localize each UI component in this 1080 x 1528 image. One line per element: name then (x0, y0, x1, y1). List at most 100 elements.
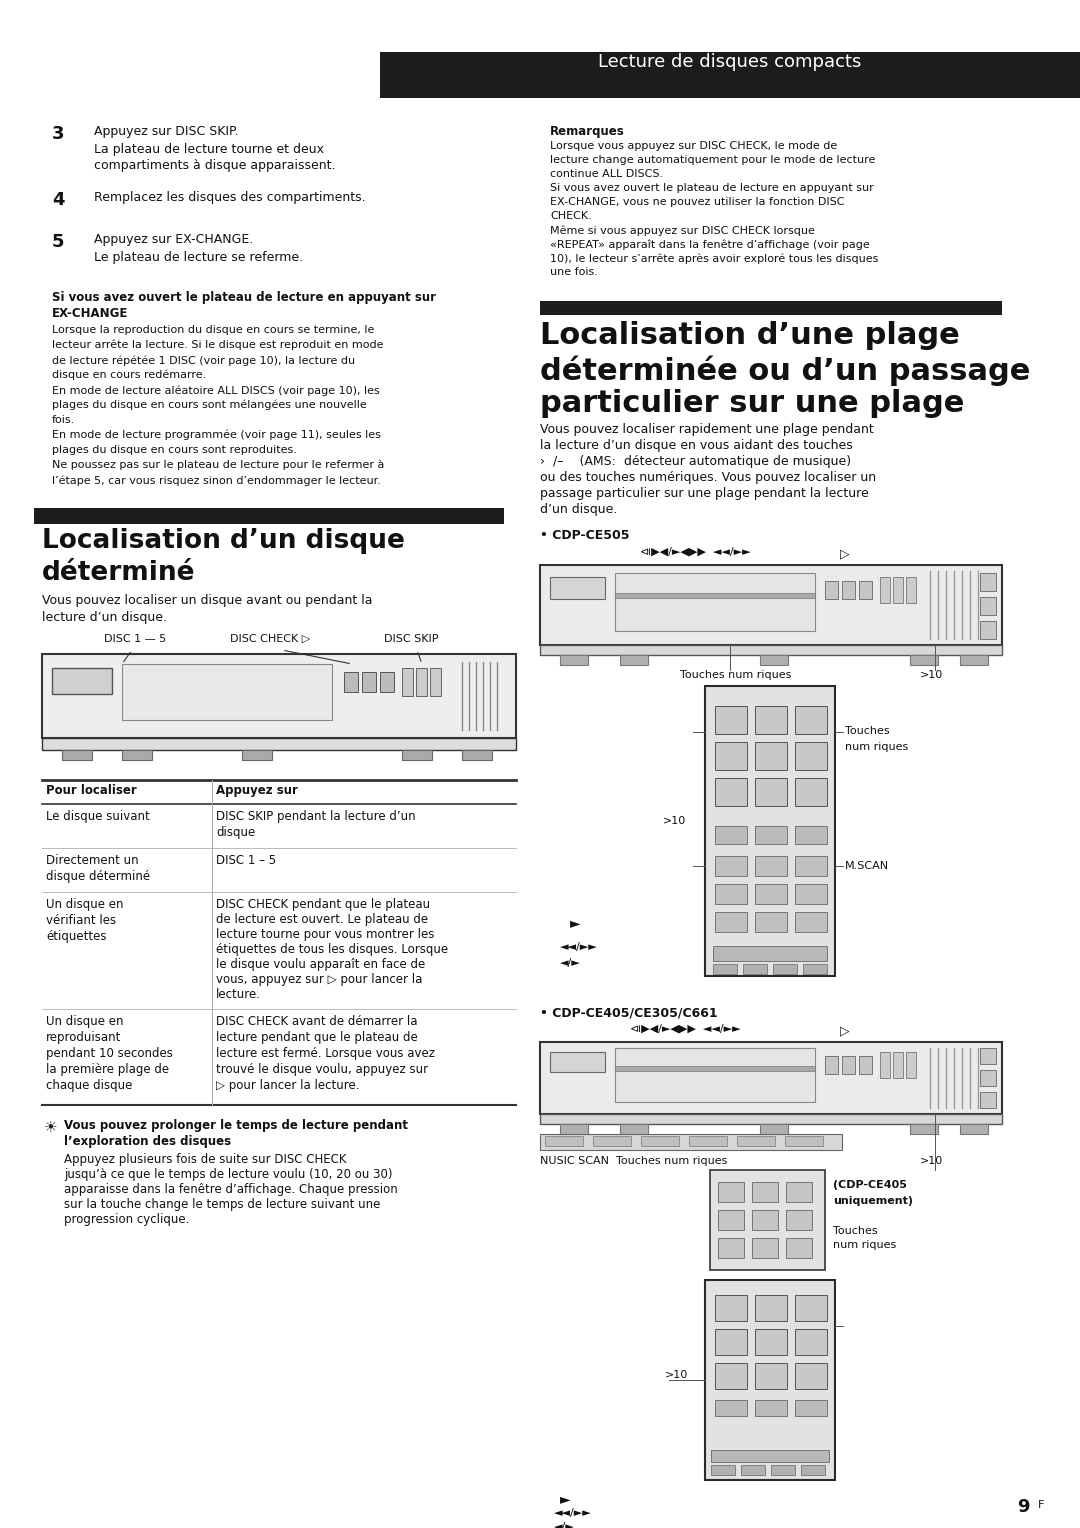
Text: jusqu’à ce que le temps de lecture voulu (10, 20 ou 30): jusqu’à ce que le temps de lecture voulu… (64, 1167, 392, 1181)
Bar (402, 668, 413, 695)
Bar (430, 668, 441, 695)
Bar (786, 1210, 812, 1230)
Text: trouvé le disque voulu, appuyez sur: trouvé le disque voulu, appuyez sur (216, 1063, 428, 1076)
Circle shape (807, 630, 813, 636)
Text: étiquettes: étiquettes (46, 931, 107, 943)
Text: la lecture d’un disque en vous aidant des touches: la lecture d’un disque en vous aidant de… (540, 439, 853, 452)
Circle shape (43, 697, 57, 711)
Text: Si vous avez ouvert le plateau de lecture en appuyant sur: Si vous avez ouvert le plateau de lectur… (52, 290, 436, 304)
Bar (795, 827, 827, 843)
Text: ⧏▶◀/►◀▶▶  ◄◄/►►: ⧏▶◀/►◀▶▶ ◄◄/►► (640, 547, 751, 558)
Bar (960, 1125, 988, 1134)
Text: >10: >10 (663, 816, 686, 827)
Text: >10: >10 (920, 1157, 943, 1166)
Text: disque déterminé: disque déterminé (46, 869, 150, 883)
Text: EX-CHANGE: EX-CHANGE (52, 307, 129, 319)
Bar (715, 856, 747, 876)
Text: DISC SKIP pendant la lecture d’un: DISC SKIP pendant la lecture d’un (216, 810, 416, 824)
Circle shape (542, 1050, 554, 1062)
Text: sur la touche change le temps de lecture suivant une: sur la touche change le temps de lecture… (64, 1198, 380, 1212)
Bar (711, 1465, 735, 1475)
Bar (540, 1042, 1002, 1114)
Circle shape (542, 1076, 554, 1088)
Bar (795, 706, 827, 733)
Bar (689, 1135, 727, 1146)
Text: déterminée ou d’un passage: déterminée ou d’un passage (540, 354, 1030, 385)
Text: Vous pouvez prolonger le temps de lecture pendant: Vous pouvez prolonger le temps de lectur… (64, 1118, 408, 1132)
Bar (62, 750, 92, 759)
Bar (755, 706, 787, 733)
Circle shape (687, 630, 693, 636)
Bar (710, 1170, 825, 1270)
Text: DISC SKIP: DISC SKIP (384, 634, 438, 643)
Bar (705, 686, 835, 976)
Bar (122, 674, 332, 680)
Bar (755, 827, 787, 843)
Bar (620, 1125, 648, 1134)
Text: pendant 10 secondes: pendant 10 secondes (46, 1047, 173, 1060)
Text: déterminé: déterminé (42, 559, 195, 587)
Circle shape (87, 720, 96, 727)
Text: reproduisant: reproduisant (46, 1031, 121, 1044)
Text: ▷: ▷ (840, 1024, 850, 1038)
Bar (737, 1135, 775, 1146)
Text: (CDP-CE405: (CDP-CE405 (833, 1180, 907, 1190)
Circle shape (567, 630, 573, 636)
Bar (771, 1465, 795, 1475)
Bar (550, 1051, 605, 1073)
Text: ⧏▶◀/►◀▶▶  ◄◄/►►: ⧏▶◀/►◀▶▶ ◄◄/►► (630, 1024, 741, 1034)
Text: num riques: num riques (833, 1241, 896, 1250)
Bar (755, 856, 787, 876)
Circle shape (837, 630, 843, 636)
Text: de lecture est ouvert. Le plateau de: de lecture est ouvert. Le plateau de (216, 914, 428, 926)
Bar (752, 1183, 778, 1203)
Text: F: F (1038, 1500, 1044, 1510)
Bar (615, 573, 815, 631)
Text: lecture tourne pour vous montrer les: lecture tourne pour vous montrer les (216, 927, 434, 941)
Bar (462, 750, 492, 759)
Text: Remarques: Remarques (550, 125, 624, 138)
Bar (825, 581, 838, 599)
Text: Appuyez plusieurs fois de suite sur DISC CHECK: Appuyez plusieurs fois de suite sur DISC… (64, 1154, 347, 1166)
Text: Si vous avez ouvert le plateau de lecture en appuyant sur: Si vous avez ouvert le plateau de lectur… (550, 183, 874, 193)
Bar (804, 964, 827, 973)
Text: «REPEAT» apparaît dans la fenêtre d’affichage (voir page: «REPEAT» apparaît dans la fenêtre d’affi… (550, 238, 869, 249)
Text: ◄◄/►►: ◄◄/►► (561, 941, 597, 952)
Text: Touches: Touches (833, 1225, 878, 1236)
Text: >10: >10 (665, 1371, 688, 1380)
Bar (893, 578, 903, 604)
Bar (760, 656, 788, 665)
Text: lecture change automatiquement pour le mode de lecture: lecture change automatiquement pour le m… (550, 154, 876, 165)
Bar (242, 750, 272, 759)
Bar (715, 1296, 747, 1322)
Bar (755, 743, 787, 770)
Text: Un disque en: Un disque en (46, 898, 123, 911)
Bar (715, 743, 747, 770)
Bar (718, 1210, 744, 1230)
Bar (893, 1051, 903, 1077)
Text: Le disque suivant: Le disque suivant (46, 810, 150, 824)
Bar (705, 1280, 835, 1481)
Text: 3: 3 (52, 125, 65, 144)
Text: • CDP-CE405/CE305/C661: • CDP-CE405/CE305/C661 (540, 1005, 717, 1019)
Bar (711, 1450, 829, 1462)
Text: ►: ► (570, 915, 581, 931)
Text: num riques: num riques (845, 743, 908, 752)
Bar (795, 743, 827, 770)
Circle shape (542, 578, 554, 588)
Text: compartiments à disque apparaissent.: compartiments à disque apparaissent. (94, 159, 336, 173)
Bar (910, 1125, 939, 1134)
Bar (755, 885, 787, 905)
Text: de lecture répétée 1 DISC (voir page 10), la lecture du: de lecture répétée 1 DISC (voir page 10)… (52, 354, 355, 365)
Bar (880, 578, 890, 604)
Text: Lorsque la reproduction du disque en cours se termine, le: Lorsque la reproduction du disque en cou… (52, 325, 375, 335)
Bar (380, 52, 1080, 98)
Bar (859, 1056, 872, 1074)
Text: Directement un: Directement un (46, 854, 138, 866)
Text: Touches num riques: Touches num riques (680, 669, 792, 680)
Text: Touches: Touches (845, 726, 890, 736)
Text: lecture d’un disque.: lecture d’un disque. (42, 611, 167, 623)
Text: 4: 4 (52, 191, 65, 209)
Circle shape (777, 630, 783, 636)
Text: DISC 1 – 5: DISC 1 – 5 (216, 854, 276, 866)
